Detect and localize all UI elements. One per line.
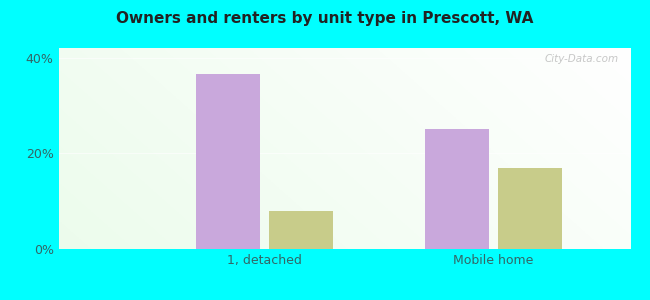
Bar bbox=[424, 129, 489, 249]
Bar bbox=[269, 211, 333, 249]
Bar bbox=[498, 168, 562, 249]
Bar bbox=[196, 74, 260, 249]
Text: Owners and renters by unit type in Prescott, WA: Owners and renters by unit type in Presc… bbox=[116, 11, 534, 26]
Text: City-Data.com: City-Data.com bbox=[545, 54, 619, 64]
